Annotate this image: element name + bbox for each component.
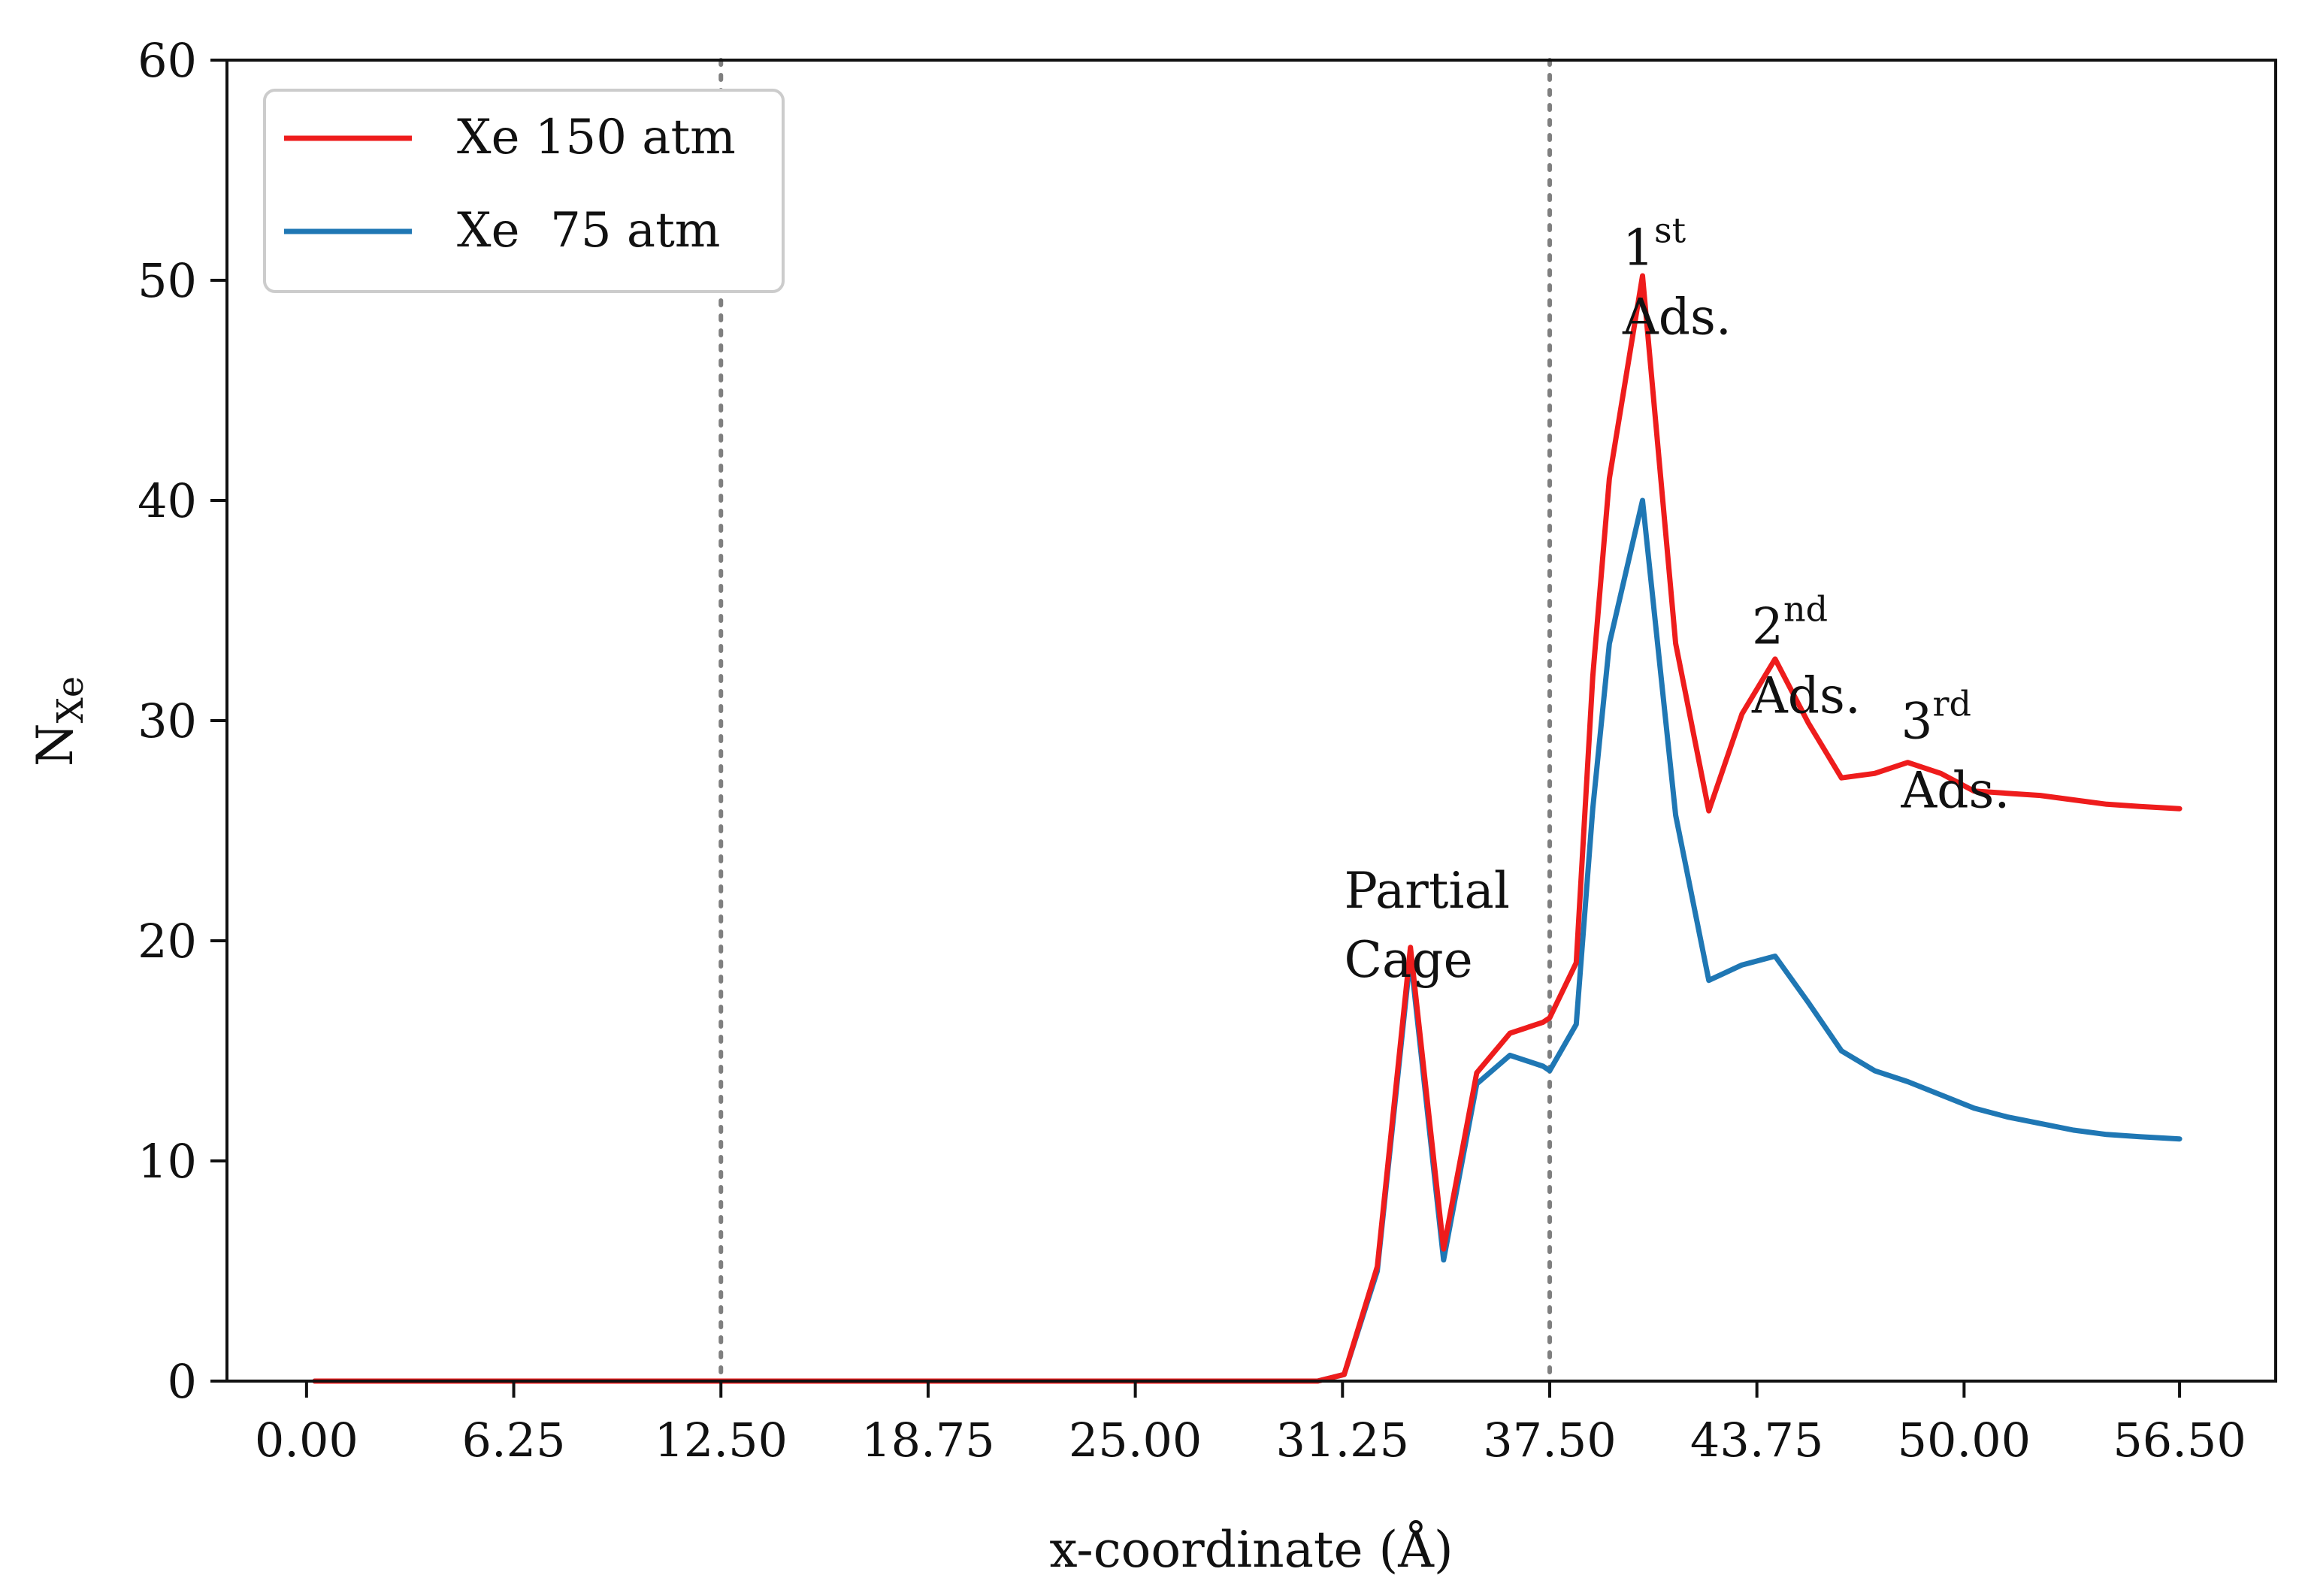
- x-axis-label: x-coordinate (Å): [1049, 1521, 1453, 1579]
- x-tick-label: 37.50: [1483, 1413, 1617, 1468]
- axis-layer: 0.00 6.25 12.50 18.75 25.00 31.25 37.50 43.75 50…: [138, 33, 2246, 1468]
- series-line-xe-150-atm: [312, 273, 2183, 1384]
- annotation-partial-cage-line-1: Partial: [1345, 862, 1510, 920]
- annotation-second-ads-ads: Ads.: [1751, 667, 1861, 724]
- x-tick-label: 43.75: [1690, 1413, 1824, 1468]
- y-tick-label: 20: [138, 914, 197, 969]
- annotation-first-ads-ads: Ads.: [1622, 288, 1732, 346]
- annotation-layer: Partial Cage 1st Ads. 2nd Ads. 3rd Ads.: [1345, 210, 2010, 989]
- annotation-third-ads-ads: Ads.: [1901, 761, 2010, 819]
- x-tick-label: 25.00: [1069, 1413, 1202, 1468]
- y-tick-label: 10: [138, 1134, 197, 1189]
- y-axis-label-main: N: [26, 723, 84, 766]
- x-tick-label: 0.00: [255, 1413, 358, 1468]
- legend-label-xe-75: Xe 75 atm: [457, 203, 720, 258]
- y-tick-label: 40: [138, 473, 197, 528]
- x-tick-label: 50.00: [1898, 1413, 2031, 1468]
- x-tick-label: 18.75: [861, 1413, 995, 1468]
- y-tick-label: 30: [138, 694, 197, 748]
- annotation-second-ads-ordinal: 2nd: [1752, 588, 1828, 655]
- x-tick-label: 6.25: [462, 1413, 566, 1468]
- x-tick-label: 56.50: [2113, 1413, 2246, 1468]
- y-tick-label: 50: [138, 253, 197, 308]
- y-axis-label: NXe: [26, 676, 92, 766]
- legend: Xe 150 atm Xe 75 atm: [263, 89, 785, 293]
- x-tick-label: 12.50: [654, 1413, 788, 1468]
- y-tick-label: 0: [168, 1354, 197, 1409]
- plot-layer: [312, 58, 2183, 1384]
- annotation-third-ads-ordinal: 3rd: [1901, 683, 1971, 750]
- annotation-partial-cage-line-2: Cage: [1345, 931, 1473, 989]
- legend-label-xe-150: Xe 150 atm: [457, 110, 736, 165]
- y-axis-label-subscript: Xe: [50, 676, 92, 724]
- annotation-first-ads-ordinal: 1st: [1623, 210, 1686, 277]
- y-tick-label: 60: [138, 33, 197, 88]
- x-tick-label: 31.25: [1276, 1413, 1410, 1468]
